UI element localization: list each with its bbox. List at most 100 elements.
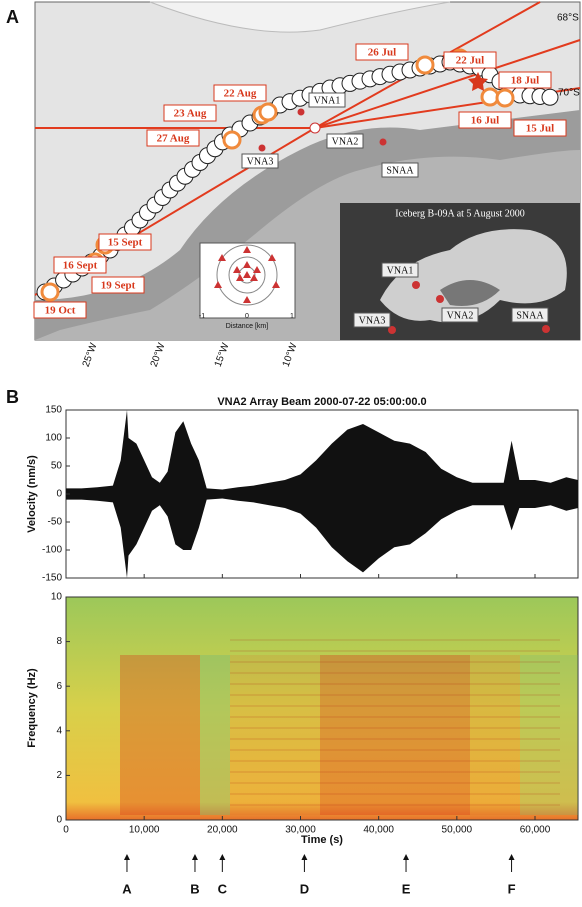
y-tick-label: 150 — [45, 405, 62, 416]
array-station — [272, 281, 280, 288]
date-label: 19 Oct — [45, 305, 76, 317]
array-xlabel: Distance [km] — [226, 323, 268, 330]
event-arrowhead — [508, 854, 515, 860]
date-label: 18 Jul — [511, 75, 539, 87]
dated-position — [258, 102, 278, 122]
spectrogram-bands — [120, 639, 578, 815]
station-box — [326, 133, 364, 149]
star — [468, 72, 488, 91]
y-tick-label: 0 — [56, 815, 62, 826]
y-tick-label: 50 — [51, 461, 63, 472]
y-tick-label: 0 — [56, 489, 62, 500]
y-tick-label: 8 — [56, 636, 62, 647]
spectral-band — [200, 655, 230, 815]
array-tick: -1 — [199, 313, 205, 320]
array-station — [250, 274, 258, 281]
array-tick: 0 — [245, 313, 249, 320]
date-box — [146, 129, 200, 147]
array-station — [243, 246, 251, 253]
spectral-band — [520, 655, 578, 815]
array-station — [236, 274, 244, 281]
inset-station-label: VNA2 — [447, 310, 474, 321]
spectrogram — [65, 596, 579, 821]
date-label: 26 Jul — [368, 47, 396, 59]
station-label: VNA2 — [332, 136, 359, 147]
y-tick-label: 2 — [56, 770, 62, 781]
date-label: 15 Jul — [526, 123, 554, 135]
waveform-envelope — [66, 410, 578, 494]
array-station — [243, 261, 251, 268]
date-box — [163, 104, 217, 122]
date-label: 27 Aug — [157, 133, 190, 145]
iceberg-shade — [440, 280, 500, 306]
longitude-label: 25°W — [81, 341, 100, 368]
inset-station-label: VNA1 — [387, 265, 414, 276]
station-box — [381, 162, 419, 178]
date-box — [91, 276, 145, 294]
spectral-band — [230, 655, 320, 815]
array-station — [214, 281, 222, 288]
latitude-label: 68°S — [557, 13, 579, 24]
iceberg — [380, 229, 567, 323]
station-label: VNA3 — [247, 156, 274, 167]
longitude-label: 15°W — [213, 341, 232, 368]
date-box — [213, 84, 267, 102]
y-tick-label: -150 — [42, 573, 62, 584]
dated-position — [415, 55, 435, 75]
inset-station-box — [441, 307, 479, 323]
dated-position — [222, 130, 242, 150]
y-tick-label: -100 — [42, 545, 62, 556]
x-tick-label: 50,000 — [442, 825, 473, 836]
date-box — [513, 119, 567, 137]
date-box — [98, 233, 152, 251]
date-label: 16 Sept — [63, 260, 98, 272]
inset-station-box — [511, 307, 549, 323]
date-label: 15 Sept — [108, 237, 143, 249]
array-station — [218, 254, 226, 261]
x-tick-label: 0 — [63, 825, 69, 836]
x-tick-label: 60,000 — [520, 825, 551, 836]
array-tick: 1 — [290, 313, 294, 320]
y-tick-label: -50 — [48, 517, 63, 528]
waveform-envelope — [66, 494, 578, 578]
event-label: D — [300, 881, 309, 896]
inset-station-label: SNAA — [516, 310, 544, 321]
y-tick-label: 100 — [45, 433, 62, 444]
y-axis-label: Frequency (Hz) — [26, 668, 38, 748]
y-axis-label: Velocity (nm/s) — [26, 455, 38, 533]
x-tick-label: 30,000 — [285, 825, 316, 836]
array-station — [268, 254, 276, 261]
inset-stations — [388, 281, 550, 334]
track-circle — [541, 88, 559, 106]
station-box — [241, 153, 279, 169]
y-tick-label: 10 — [51, 592, 63, 603]
array-inset — [199, 242, 296, 319]
date-label: 22 Jul — [456, 55, 484, 67]
iceberg-track — [36, 48, 559, 302]
station-box — [308, 92, 346, 108]
event-arrowhead — [301, 854, 308, 860]
y-tick-label: 6 — [56, 681, 62, 692]
array-stations — [214, 246, 280, 303]
date-label: 23 Aug — [174, 108, 207, 120]
latitude-label: 70°S — [558, 88, 580, 99]
station-dot — [297, 108, 305, 116]
x-tick-label: 40,000 — [363, 825, 394, 836]
x-tick-label: 20,000 — [207, 825, 238, 836]
event-label: B — [190, 881, 199, 896]
inset-title: Iceberg B-09A at 5 August 2000 — [395, 208, 525, 219]
date-box — [498, 71, 552, 89]
longitude-label: 10°W — [281, 341, 300, 368]
date-box — [53, 256, 107, 274]
panel-label: A — [6, 7, 19, 27]
event-arrowhead — [123, 854, 130, 860]
station-dot — [379, 138, 387, 146]
x-tick-label: 10,000 — [129, 825, 160, 836]
date-label: 19 Sept — [101, 280, 136, 292]
array-rings — [216, 244, 278, 306]
event-arrowhead — [219, 854, 226, 860]
ice-area — [149, 1, 451, 33]
inset-station-box — [381, 262, 419, 278]
date-box — [355, 43, 409, 61]
spectral-band — [470, 655, 520, 815]
